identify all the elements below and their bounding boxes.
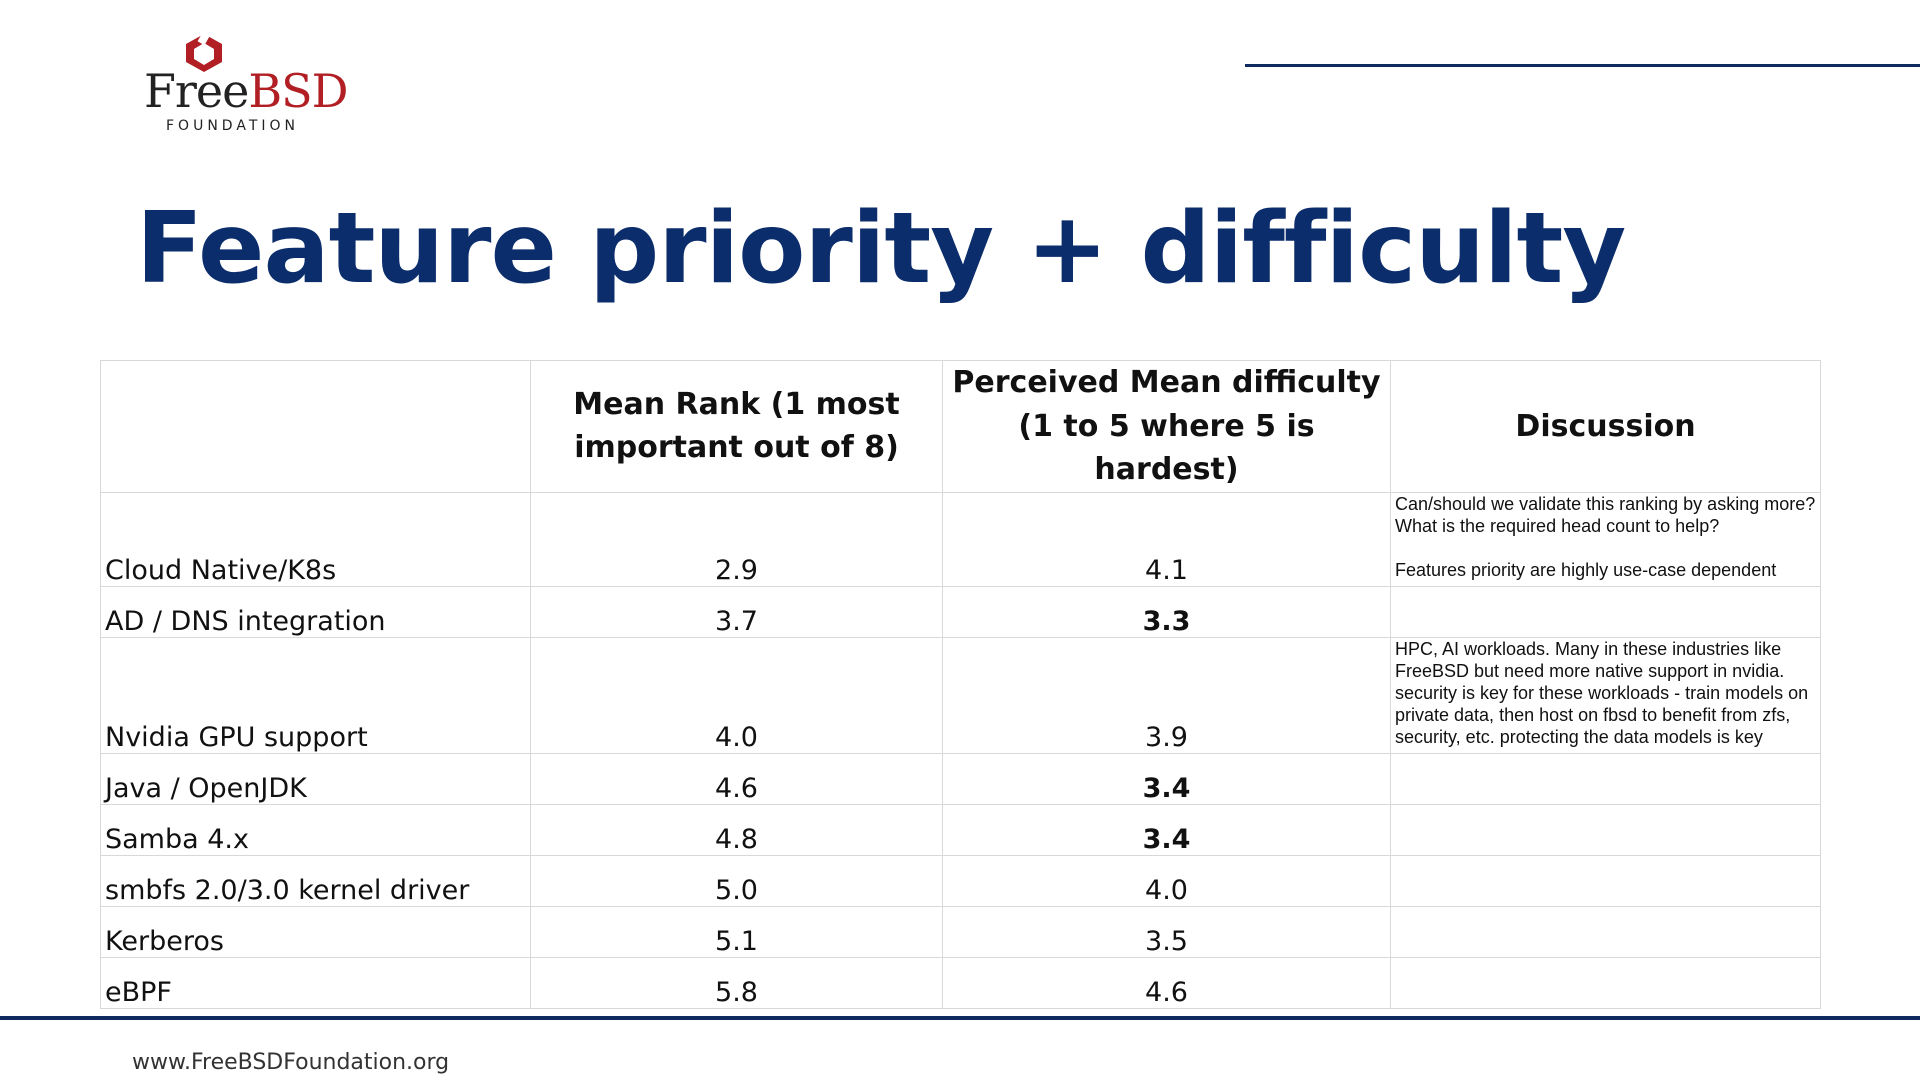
discussion-text: HPC, AI workloads. Many in these industr…	[1395, 638, 1809, 747]
logo-wordmark: FreeBSD	[144, 68, 349, 114]
discussion	[1390, 803, 1821, 856]
logo-foundation-text: FOUNDATION	[166, 118, 299, 134]
bottom-divider	[0, 1016, 1920, 1020]
difficulty: 3.4	[942, 803, 1391, 856]
feature-name: eBPF	[100, 956, 531, 1009]
mean-rank: 5.8	[530, 956, 943, 1009]
difficulty: 4.0	[942, 854, 1391, 907]
mean-rank: 5.1	[530, 905, 943, 958]
mean-rank: 4.6	[530, 752, 943, 805]
feature-name: Java / OpenJDK	[100, 752, 531, 805]
freebsd-foundation-logo: FreeBSD FOUNDATION	[140, 32, 349, 134]
logo-wordmark-bsd: BSD	[248, 64, 348, 118]
discussion	[1390, 752, 1821, 805]
discussion	[1390, 905, 1821, 958]
header-mean-rank: Mean Rank (1 most important out of 8)	[530, 360, 943, 493]
table-row: Nvidia GPU support 4.0 3.9 HPC, AI workl…	[100, 636, 1821, 754]
header-feature	[100, 360, 531, 493]
top-divider	[1245, 64, 1920, 67]
table-row: eBPF 5.8 4.6	[100, 956, 1821, 1009]
logo-wordmark-free: Free	[144, 64, 249, 118]
difficulty: 3.9	[942, 636, 1391, 754]
difficulty: 3.3	[942, 585, 1391, 638]
difficulty: 4.6	[942, 956, 1391, 1009]
difficulty: 3.5	[942, 905, 1391, 958]
mean-rank: 2.9	[530, 491, 943, 587]
difficulty: 3.4	[942, 752, 1391, 805]
difficulty: 4.1	[942, 491, 1391, 587]
mean-rank: 4.0	[530, 636, 943, 754]
footer-url: www.FreeBSDFoundation.org	[132, 1050, 450, 1075]
feature-name: smbfs 2.0/3.0 kernel driver	[100, 854, 531, 907]
slide-title: Feature priority + difficulty	[136, 192, 1626, 306]
table-header-row: Mean Rank (1 most important out of 8) Pe…	[100, 360, 1821, 493]
feature-table: Mean Rank (1 most important out of 8) Pe…	[100, 360, 1821, 1009]
table-row: Kerberos 5.1 3.5	[100, 905, 1821, 958]
header-difficulty: Perceived Mean difficulty (1 to 5 where …	[942, 360, 1391, 493]
feature-name: Kerberos	[100, 905, 531, 958]
discussion: Can/should we validate this ranking by a…	[1390, 491, 1821, 587]
feature-name: AD / DNS integration	[100, 585, 531, 638]
table-row: Java / OpenJDK 4.6 3.4	[100, 752, 1821, 805]
feature-name: Nvidia GPU support	[100, 636, 531, 754]
mean-rank: 5.0	[530, 854, 943, 907]
discussion	[1390, 956, 1821, 1009]
table-row: smbfs 2.0/3.0 kernel driver 5.0 4.0	[100, 854, 1821, 907]
discussion	[1390, 854, 1821, 907]
freebsd-logo-icon	[186, 32, 222, 72]
feature-name: Samba 4.x	[100, 803, 531, 856]
table-row: Cloud Native/K8s 2.9 4.1 Can/should we v…	[100, 491, 1821, 587]
discussion: HPC, AI workloads. Many in these industr…	[1390, 636, 1821, 754]
mean-rank: 4.8	[530, 803, 943, 856]
header-discussion: Discussion	[1390, 360, 1821, 493]
feature-name: Cloud Native/K8s	[100, 491, 531, 587]
discussion	[1390, 585, 1821, 638]
mean-rank: 3.7	[530, 585, 943, 638]
discussion-text: Features priority are highly use-case de…	[1395, 559, 1777, 580]
discussion-text: Can/should we validate this ranking by a…	[1395, 493, 1816, 536]
table-row: Samba 4.x 4.8 3.4	[100, 803, 1821, 856]
table-row: AD / DNS integration 3.7 3.3	[100, 585, 1821, 638]
